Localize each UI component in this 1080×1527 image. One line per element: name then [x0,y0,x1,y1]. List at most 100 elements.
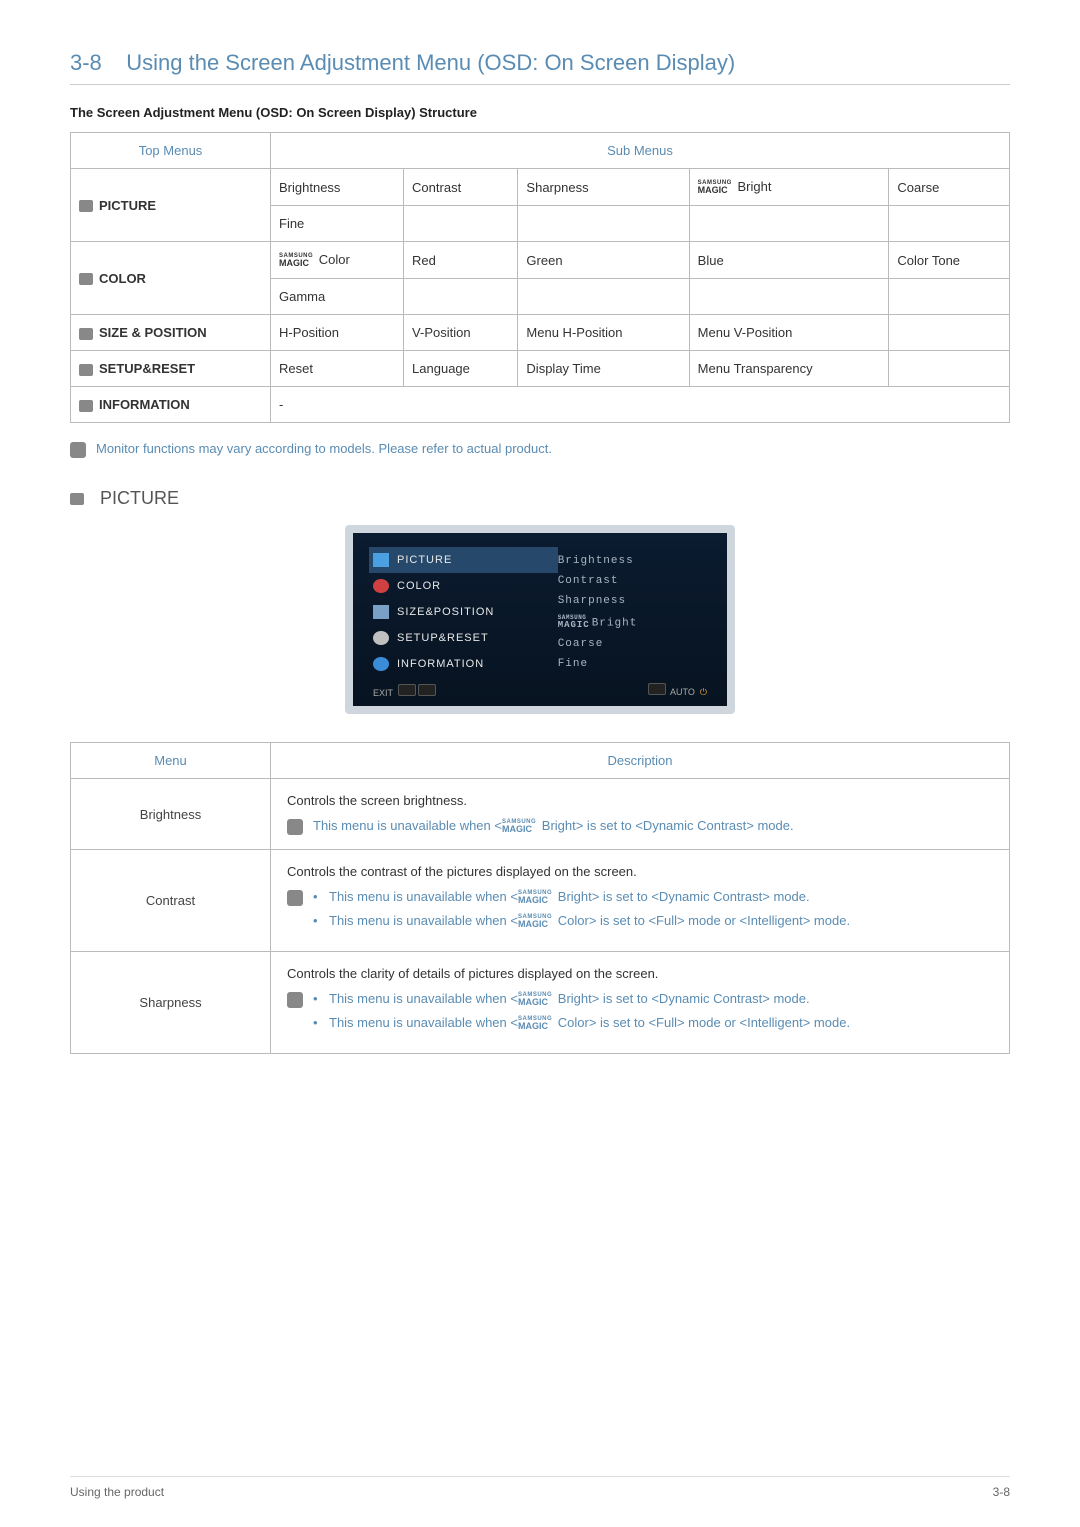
cell: H-Position [271,315,404,351]
magic-logo: SAMSUNGMAGIC [558,615,590,630]
osd-power-icon: ⏻ [700,687,707,697]
th-top-menus: Top Menus [71,133,271,169]
osd-sub: Coarse [558,634,717,654]
cell: Fine [271,206,404,242]
row-contrast-label: Contrast [71,850,271,952]
footer-left: Using the product [70,1485,164,1499]
cell: Red [404,242,518,279]
cell: SAMSUNGMAGIC Color [271,242,404,279]
row-sharpness-label: Sharpness [71,952,271,1054]
row-sharpness-desc: Controls the clarity of details of pictu… [271,952,1010,1054]
osd-btn-icon [648,683,666,695]
osd-sub: Contrast [558,571,717,591]
magic-logo: SAMSUNGMAGIC [518,992,552,1007]
osd-sub: SAMSUNGMAGICBright [558,611,717,634]
desc-note-text: This menu is unavailable when <SAMSUNGMA… [313,1015,850,1031]
note-icon [287,992,303,1008]
osd-item-color: COLOR [369,573,558,599]
footer-right: 3-8 [993,1485,1010,1499]
cell [889,206,1010,242]
cell: Sharpness [518,169,689,206]
magic-logo: SAMSUNGMAGIC [518,890,552,905]
osd-info-icon [373,657,389,671]
osd-item-setup: SETUP&RESET [369,625,558,651]
cell [404,279,518,315]
note-icon [70,442,86,458]
desc-note-text: This menu is unavailable when <SAMSUNGMA… [313,913,850,929]
osd-item-size: SIZE&POSITION [369,599,558,625]
note-icon [287,819,303,835]
cell: Reset [271,351,404,387]
cell [689,206,889,242]
osd-item-info: INFORMATION [369,651,558,677]
size-icon [79,328,93,340]
description-table: Menu Description Brightness Controls the… [70,742,1010,1054]
osd-size-icon [373,605,389,619]
desc-note-text: This menu is unavailable when <SAMSUNGMA… [313,889,850,905]
osd-exit-label: EXIT [373,688,393,698]
row-setup-label: SETUP&RESET [71,351,271,387]
page-footer: Using the product 3-8 [70,1476,1010,1499]
magic-logo: SAMSUNGMAGIC [518,1016,552,1031]
cell [518,206,689,242]
cell: Menu Transparency [689,351,889,387]
picture-heading: PICTURE [70,488,1010,509]
color-icon [79,273,93,285]
note-icon [287,890,303,906]
desc-text: Controls the clarity of details of pictu… [287,966,993,981]
row-contrast-desc: Controls the contrast of the pictures di… [271,850,1010,952]
osd-btn-icon [418,684,436,696]
th-sub-menus: Sub Menus [271,133,1010,169]
cell: Green [518,242,689,279]
info-icon [79,400,93,412]
cell [689,279,889,315]
section-heading: Using the Screen Adjustment Menu (OSD: O… [126,50,735,75]
cell [518,279,689,315]
cell: Brightness [271,169,404,206]
th-description: Description [271,743,1010,779]
section-number: 3-8 [70,50,102,75]
row-picture-label: PICTURE [71,169,271,242]
setup-icon [79,364,93,376]
note-row: Monitor functions may vary according to … [70,441,1010,458]
osd-structure-table: Top Menus Sub Menus PICTURE Brightness C… [70,132,1010,423]
magic-logo: SAMSUNGMAGIC [518,914,552,929]
row-brightness-desc: Controls the screen brightness. This men… [271,779,1010,850]
row-brightness-label: Brightness [71,779,271,850]
row-size-label: SIZE & POSITION [71,315,271,351]
desc-note-text: This menu is unavailable when <SAMSUNGMA… [313,818,794,834]
osd-sub: Sharpness [558,591,717,611]
note-text: Monitor functions may vary according to … [96,441,552,456]
osd-item-picture: PICTURE [369,547,558,573]
osd-left-menu: PICTURE COLOR SIZE&POSITION SETUP&RESET … [363,547,558,677]
cell: - [271,387,1010,423]
cell: Color Tone [889,242,1010,279]
cell: Menu V-Position [689,315,889,351]
cell [404,206,518,242]
cell: Blue [689,242,889,279]
cell: Contrast [404,169,518,206]
osd-auto-label: AUTO [670,687,695,697]
magic-logo: SAMSUNGMAGIC [279,253,313,268]
osd-right-submenu: Brightness Contrast Sharpness SAMSUNGMAG… [558,547,717,677]
magic-logo: SAMSUNGMAGIC [698,180,732,195]
row-info-label: INFORMATION [71,387,271,423]
section-title: 3-8 Using the Screen Adjustment Menu (OS… [70,50,1010,85]
cell: Menu H-Position [518,315,689,351]
cell: Gamma [271,279,404,315]
picture-heading-icon [70,493,84,505]
osd-bottom-bar: EXIT AUTO ⏻ [363,677,717,700]
osd-sub: Brightness [558,551,717,571]
desc-text: Controls the screen brightness. [287,793,993,808]
th-menu: Menu [71,743,271,779]
osd-sub: Fine [558,654,717,674]
cell: SAMSUNGMAGIC Bright [689,169,889,206]
cell: V-Position [404,315,518,351]
section-subtitle: The Screen Adjustment Menu (OSD: On Scre… [70,105,1010,120]
osd-btn-icon [398,684,416,696]
cell: Coarse [889,169,1010,206]
picture-icon [79,200,93,212]
cell [889,315,1010,351]
row-color-label: COLOR [71,242,271,315]
picture-heading-label: PICTURE [100,488,179,509]
